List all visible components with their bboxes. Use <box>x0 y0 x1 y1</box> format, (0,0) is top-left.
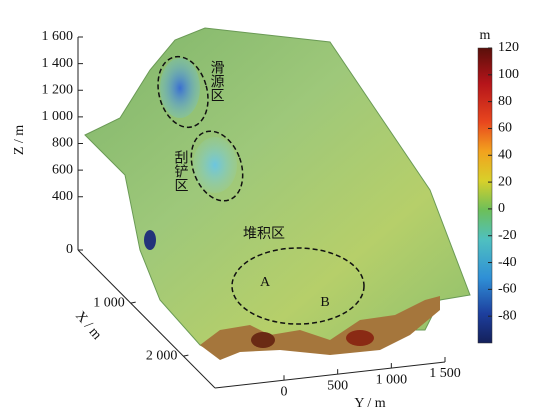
y-tick-label: 1 000 <box>376 372 408 387</box>
z-tick-label: 1 000 <box>42 109 74 124</box>
colorbar-tick-label: 120 <box>498 40 519 55</box>
colorbar-tick-label: 20 <box>498 174 512 189</box>
colorbar-tick-label: 0 <box>498 201 505 216</box>
colorbar-tick-label: -80 <box>498 308 517 323</box>
annotation: A <box>260 275 271 290</box>
y-tick-label: 500 <box>327 378 348 393</box>
z-tick-label: 1 400 <box>42 56 74 71</box>
colorbar <box>477 47 493 344</box>
annotation: B <box>320 295 329 310</box>
annotation: 堆积区 <box>243 226 285 242</box>
y-tick-label: 0 <box>281 384 288 399</box>
annotation: 刮铲区 <box>173 150 189 192</box>
x-tick <box>130 301 136 304</box>
terrain-surface <box>84 27 471 360</box>
z-tick-label: 800 <box>52 136 73 151</box>
x-tick-label: 2 000 <box>146 348 178 363</box>
colorbar-tick-label: 60 <box>498 121 512 136</box>
y-axis-label: Y / m <box>354 396 385 411</box>
colorbar-tick-label: -20 <box>498 228 517 243</box>
annotation: 滑源区 <box>209 59 225 102</box>
z-tick-label: 600 <box>52 162 73 177</box>
x-tick <box>183 354 189 357</box>
z-tick-label: 1 200 <box>42 82 74 97</box>
z-tick-label: 0 <box>66 242 73 257</box>
y-axis <box>214 361 446 389</box>
colorbar-tick-label: -40 <box>498 255 517 270</box>
z-tick-label: 400 <box>52 189 73 204</box>
z-axis-label: Z / m <box>12 125 27 155</box>
x-tick-label: 1 000 <box>93 295 125 310</box>
colorbar-tick-label: -60 <box>498 282 517 297</box>
y-tick-label: 1 500 <box>429 366 461 381</box>
x-axis-label: X / m <box>72 309 104 343</box>
z-tick-label: 1 600 <box>42 29 74 44</box>
annotations: 滑源区 刮铲区 堆积区 A B <box>173 59 330 310</box>
region-outlines <box>157 55 365 325</box>
colorbar-tick-label: 40 <box>498 147 512 162</box>
colorbar-tick-label: 100 <box>498 67 519 82</box>
colorbar-label: m <box>480 28 491 43</box>
x-axis <box>77 249 216 389</box>
colorbar-tick-label: 80 <box>498 94 512 109</box>
